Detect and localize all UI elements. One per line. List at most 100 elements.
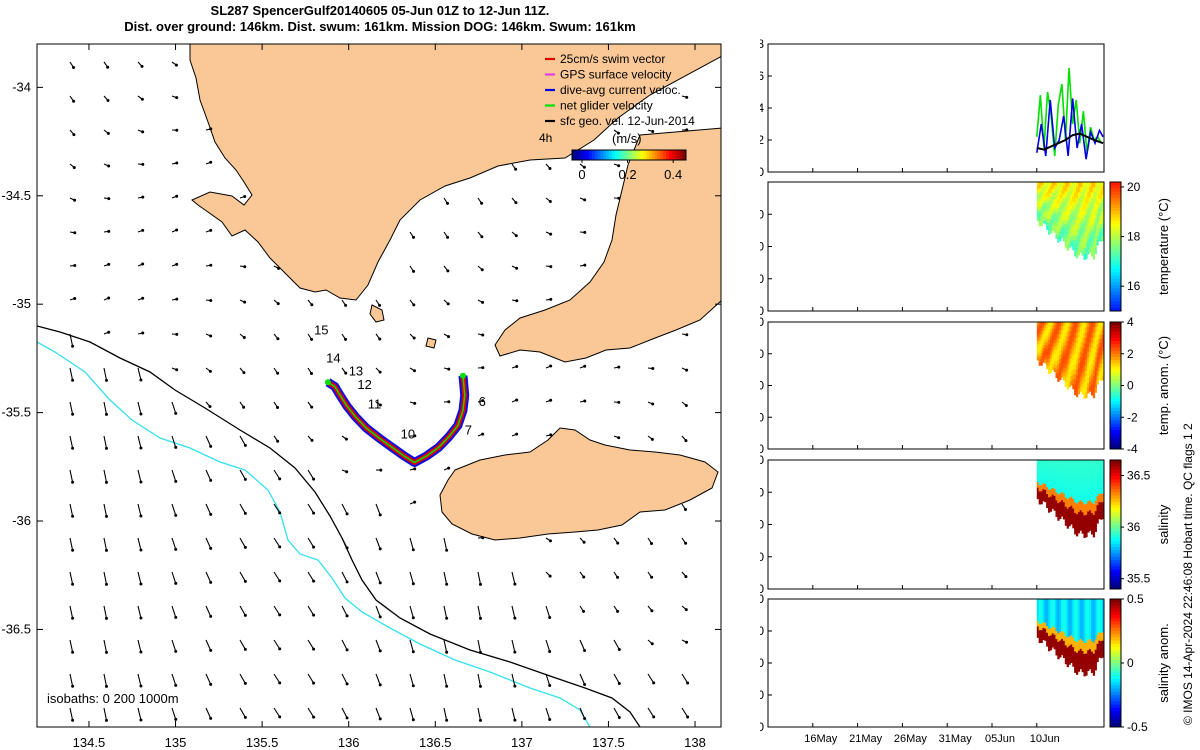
section-cell bbox=[1092, 327, 1096, 334]
section-cell bbox=[1044, 634, 1047, 638]
section-cell bbox=[1048, 628, 1051, 633]
section-cell bbox=[1044, 468, 1047, 473]
colorbar-segment bbox=[577, 150, 582, 160]
colorbar-segment bbox=[671, 150, 676, 160]
section-cell bbox=[1079, 361, 1082, 367]
section-cell bbox=[1062, 481, 1066, 486]
panel-colorbar-segment bbox=[1110, 366, 1121, 371]
section-cell bbox=[1074, 374, 1077, 380]
section-cell bbox=[1064, 464, 1068, 470]
depth-tick-label: 150 bbox=[760, 688, 764, 702]
section-cell bbox=[1083, 215, 1086, 222]
panel-colorbar-segment bbox=[1110, 281, 1121, 286]
section-cell bbox=[1066, 647, 1069, 653]
section-cell bbox=[1081, 192, 1084, 199]
section-cell bbox=[1049, 478, 1053, 483]
section-cell bbox=[1089, 346, 1092, 353]
section-cell bbox=[1046, 348, 1049, 353]
section-cell bbox=[1089, 331, 1092, 338]
section-cell bbox=[1068, 655, 1071, 661]
section-cell bbox=[1066, 369, 1069, 376]
legend-label: dive-avg current veloc. bbox=[560, 83, 681, 97]
section-cell bbox=[1079, 520, 1082, 526]
panel-colorbar-segment bbox=[1110, 563, 1121, 567]
section-cell bbox=[1089, 525, 1092, 531]
surface-velocity-arrowhead bbox=[378, 303, 382, 307]
section-cell bbox=[1096, 191, 1099, 196]
section-cell bbox=[1061, 464, 1064, 469]
section-cell bbox=[1049, 481, 1053, 487]
section-cell bbox=[1066, 508, 1069, 515]
section-cell bbox=[1077, 491, 1081, 497]
section-cell bbox=[1055, 218, 1058, 223]
surface-velocity-arrowhead bbox=[447, 400, 451, 404]
panel-colorbar-segment bbox=[1110, 582, 1121, 587]
section-cell bbox=[1059, 623, 1062, 629]
section-cell bbox=[1070, 482, 1073, 488]
section-cell bbox=[1085, 460, 1088, 466]
section-cell bbox=[1085, 327, 1088, 334]
section-cell bbox=[1061, 357, 1064, 362]
section-cell bbox=[1077, 239, 1081, 245]
section-cell bbox=[1068, 483, 1071, 489]
surface-velocity-arrowhead bbox=[583, 648, 587, 652]
section-cell bbox=[1062, 599, 1066, 604]
section-cell bbox=[1070, 349, 1073, 354]
section-cell bbox=[1074, 614, 1077, 621]
section-cell bbox=[1044, 486, 1047, 491]
section-cell bbox=[1036, 204, 1040, 208]
section-cell bbox=[1072, 245, 1075, 251]
section-cell bbox=[1070, 505, 1073, 511]
section-cell bbox=[1059, 648, 1062, 654]
section-cell bbox=[1061, 333, 1064, 339]
section-cell bbox=[1089, 322, 1092, 328]
surface-velocity-arrowhead bbox=[378, 547, 382, 551]
section-cell bbox=[1055, 357, 1058, 363]
section-cell bbox=[1083, 392, 1086, 399]
section-cell bbox=[1066, 191, 1069, 198]
section-cell bbox=[1076, 386, 1079, 392]
surface-velocity-arrowhead bbox=[72, 65, 76, 69]
section-cell bbox=[1100, 203, 1103, 208]
section-cell bbox=[1079, 371, 1082, 377]
section-cell bbox=[1076, 182, 1079, 188]
section-cell bbox=[1089, 371, 1092, 377]
surface-velocity-arrowhead bbox=[174, 63, 178, 67]
section-cell bbox=[1081, 512, 1084, 519]
section-cell bbox=[1074, 213, 1077, 220]
section-cell bbox=[1048, 193, 1051, 198]
section-cell bbox=[1087, 212, 1090, 219]
section-cell bbox=[1077, 363, 1081, 369]
surface-velocity-arrowhead bbox=[107, 330, 111, 334]
section-cell bbox=[1098, 615, 1101, 621]
section-cell bbox=[1081, 218, 1084, 225]
section-cell bbox=[1070, 209, 1073, 215]
section-cell bbox=[1057, 199, 1060, 204]
section-cell bbox=[1064, 497, 1068, 503]
section-cell bbox=[1074, 240, 1077, 246]
surface-velocity-arrow bbox=[341, 503, 348, 515]
section-cell bbox=[1068, 349, 1071, 355]
section-cell bbox=[1087, 233, 1090, 240]
section-cell bbox=[1040, 460, 1043, 464]
section-cell bbox=[1066, 657, 1069, 663]
section-cell bbox=[1076, 354, 1079, 360]
section-cell bbox=[1048, 508, 1051, 513]
section-cell bbox=[1096, 487, 1099, 493]
section-cell bbox=[1074, 502, 1077, 509]
section-cell bbox=[1081, 604, 1084, 610]
section-cell bbox=[1044, 327, 1047, 332]
section-cell bbox=[1068, 377, 1071, 383]
section-cell bbox=[1049, 646, 1053, 651]
surface-velocity-arrow bbox=[375, 537, 381, 550]
section-cell bbox=[1057, 203, 1060, 209]
section-cell bbox=[1077, 599, 1081, 605]
section-cell bbox=[1059, 223, 1062, 229]
surface-velocity-arrowhead bbox=[446, 235, 450, 239]
section-cell bbox=[1046, 325, 1049, 330]
section-cell bbox=[1102, 501, 1105, 507]
section-cell bbox=[1057, 377, 1060, 382]
section-cell bbox=[1070, 204, 1073, 210]
section-cell bbox=[1076, 492, 1079, 499]
section-cell bbox=[1049, 350, 1053, 355]
